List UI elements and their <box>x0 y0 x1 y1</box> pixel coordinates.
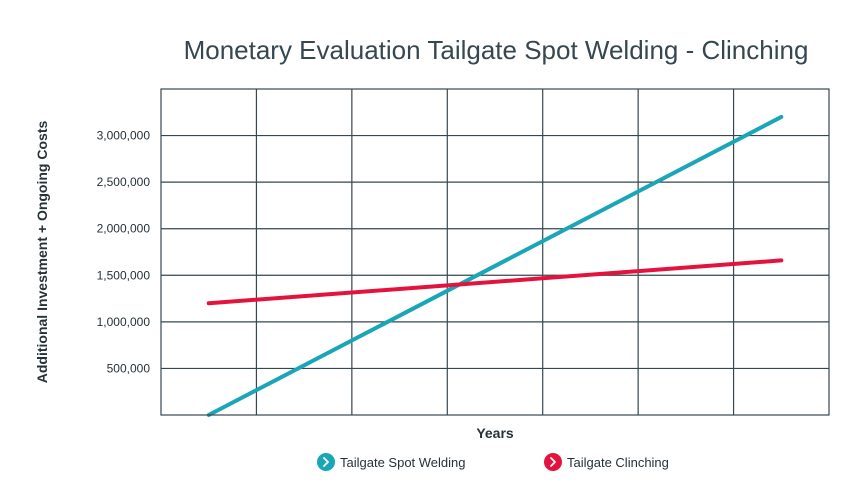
plot-frame <box>160 88 830 416</box>
chart-title: Monetary Evaluation Tailgate Spot Weldin… <box>184 35 809 65</box>
y-tick-label: 1,000,000 <box>97 315 151 329</box>
x-axis-label: Years <box>476 425 514 441</box>
series-line-1 <box>206 258 784 306</box>
legend: Tailgate Spot Welding Tailgate Clinching <box>317 453 669 471</box>
y-tick-label: 1,500,000 <box>97 268 151 282</box>
y-axis-ticks: 500,000 1,000,000 1,500,000 2,000,000 2,500,… <box>97 129 151 376</box>
series-lines <box>206 114 784 417</box>
series-line-0 <box>206 114 784 417</box>
legend-marker-icon <box>317 453 335 471</box>
legend-item-0: Tailgate Spot Welding <box>317 453 466 471</box>
y-tick-label: 2,500,000 <box>97 175 151 189</box>
legend-label: Tailgate Clinching <box>567 455 669 470</box>
chevron-right-icon <box>323 457 329 467</box>
y-tick-label: 3,000,000 <box>97 129 151 143</box>
legend-marker-icon <box>544 453 562 471</box>
legend-label: Tailgate Spot Welding <box>340 455 466 470</box>
y-axis-label: Additional Investment + Ongoing Costs <box>34 121 50 384</box>
grid <box>161 89 829 415</box>
y-tick-label: 500,000 <box>107 361 151 375</box>
chevron-right-icon <box>550 457 556 467</box>
y-tick-label: 2,000,000 <box>97 222 151 236</box>
legend-item-1: Tailgate Clinching <box>544 453 669 471</box>
